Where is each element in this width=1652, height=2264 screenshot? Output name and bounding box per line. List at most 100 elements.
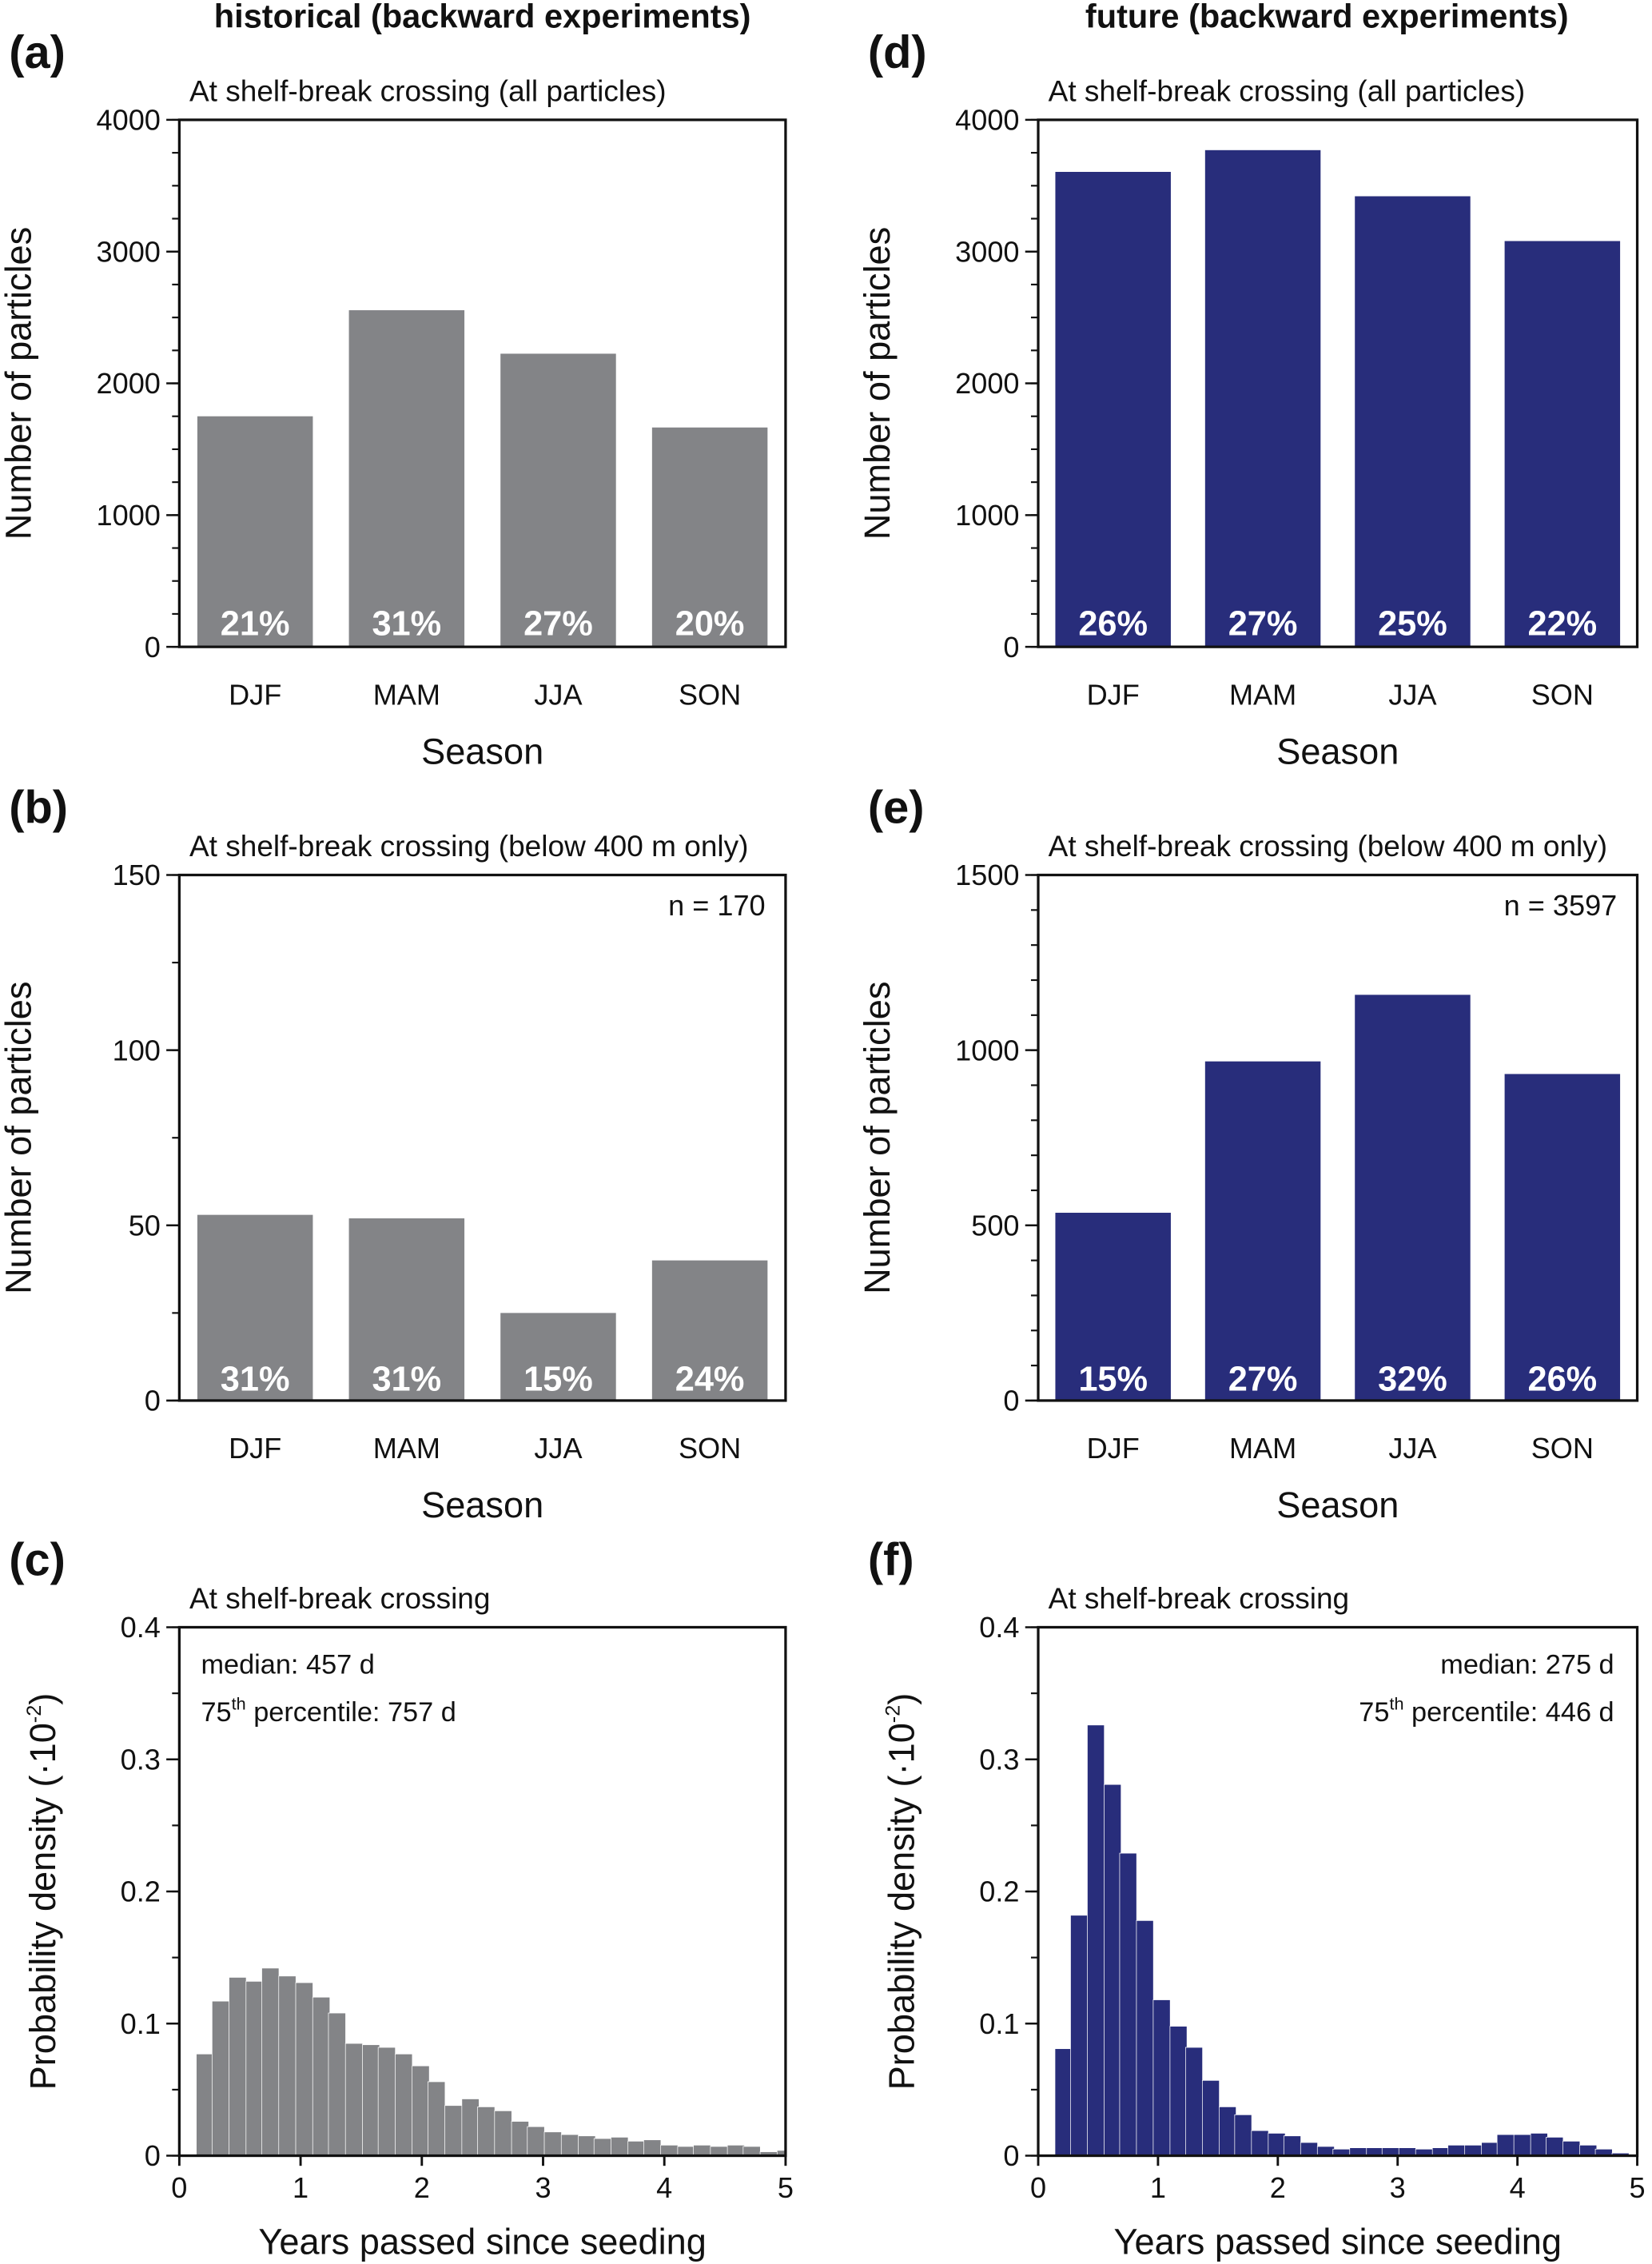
histogram-bar	[477, 2107, 496, 2156]
y-axis-label: Number of particles	[0, 982, 38, 1294]
bar-percent-label: 15%	[1078, 1360, 1148, 1398]
bar-percent-label: 15%	[523, 1360, 593, 1398]
histogram-bar	[1070, 1915, 1089, 2156]
y-tick-label: 0.4	[979, 1611, 1019, 1644]
bar-percent-label: 31%	[221, 1360, 290, 1398]
x-tick-label: 1	[1150, 2171, 1166, 2204]
histogram-bar	[1496, 2134, 1515, 2156]
histogram-bar	[1136, 1920, 1154, 2156]
y-tick-label: 1500	[955, 859, 1019, 891]
histogram-bar	[1530, 2133, 1548, 2156]
x-axis-label: Season	[1276, 1485, 1399, 1525]
bar-djf	[1055, 172, 1171, 648]
bar-mam	[348, 310, 465, 648]
y-tick-label: 0	[1003, 631, 1019, 664]
x-tick-label: SON	[679, 678, 741, 711]
bar-percent-label: 27%	[1228, 605, 1298, 644]
histogram-bar	[245, 1981, 264, 2156]
bar-percent-label: 27%	[523, 605, 593, 644]
histogram-bar	[726, 2144, 745, 2156]
histogram-bar	[627, 2141, 646, 2156]
x-axis-label: Years passed since seeding	[258, 2221, 706, 2262]
median-annotation: median: 457 d	[201, 1649, 374, 1680]
y-tick-label: 1000	[97, 499, 161, 532]
y-axis-label-text: Probability density (·10	[882, 1723, 922, 2090]
histogram-bar	[677, 2146, 695, 2156]
histogram-bar	[643, 2139, 662, 2156]
y-tick-label: 4000	[955, 104, 1019, 137]
histogram-bar	[261, 1967, 280, 2156]
histogram-bar	[196, 2053, 214, 2156]
histogram-bar	[1316, 2146, 1335, 2156]
histogram-bar	[742, 2146, 761, 2156]
panel-subtitle: At shelf-break crossing (all particles)	[1049, 74, 1526, 107]
bar-mam	[1204, 1061, 1321, 1401]
plot-frame	[177, 873, 787, 1402]
histogram-bar	[1546, 2137, 1564, 2156]
histogram-bar	[1251, 2130, 1269, 2156]
histogram-bar	[1300, 2142, 1318, 2156]
histogram-bar	[362, 2044, 380, 2156]
y-tick-label: 1000	[955, 1034, 1019, 1066]
x-tick-label: SON	[1531, 678, 1594, 711]
histogram-bar	[1283, 2135, 1301, 2156]
x-tick-label: 3	[1390, 2171, 1406, 2204]
y-tick-label: 0.1	[121, 2007, 161, 2040]
y-axis-label-text: Probability density (·10	[22, 1723, 63, 2090]
x-tick-label: 5	[778, 2171, 794, 2204]
histogram-bar	[1119, 1852, 1137, 2156]
histogram-bar	[543, 2131, 562, 2156]
histogram-bar	[1152, 1999, 1171, 2156]
histogram-bar	[560, 2134, 579, 2156]
y-tick-label: 0	[145, 1385, 161, 1417]
y-axis-label: Number of particles	[857, 227, 898, 540]
percentile-suffix: th	[232, 1693, 246, 1713]
x-tick-label: DJF	[229, 678, 281, 711]
panel-c: (c) At shelf-break crossing 0 1 2 3 4 5 Years pa…	[9, 1534, 794, 2262]
bar-jja	[500, 353, 616, 648]
median-annotation: median: 275 d	[1440, 1649, 1614, 1680]
y-tick-label: 3000	[97, 235, 161, 268]
histogram-bar	[578, 2135, 596, 2156]
x-tick-label: DJF	[1087, 678, 1140, 711]
histogram-bar	[1579, 2144, 1598, 2156]
x-tick-label: 1	[293, 2171, 309, 2204]
bar-djf	[197, 416, 313, 648]
bar-son	[651, 1260, 768, 1401]
plot-frame	[1037, 118, 1639, 648]
histogram-bar	[344, 2043, 364, 2156]
bar-jja	[500, 1313, 616, 1401]
x-tick-label: MAM	[373, 678, 440, 711]
bar-son	[1504, 241, 1621, 648]
panel-label: (b)	[9, 782, 68, 833]
histogram-bar	[444, 2105, 463, 2156]
y-tick-label: 0	[1003, 1385, 1019, 1417]
y-tick-label: 0	[145, 2139, 161, 2172]
bar-percent-label: 26%	[1078, 605, 1148, 644]
plot-frame	[1037, 873, 1639, 1402]
histogram-bar	[710, 2146, 728, 2156]
panel-subtitle: At shelf-break crossing	[189, 1581, 490, 1615]
bar-percent-label: 22%	[1527, 605, 1597, 644]
histogram-bar	[328, 2012, 346, 2156]
y-tick-label: 2000	[97, 367, 161, 400]
panel-label: (d)	[868, 27, 927, 78]
column-title-historical: historical (backward experiments)	[214, 0, 751, 34]
histogram-bar	[229, 1977, 247, 2156]
y-axis-label-exponent: -2	[23, 1705, 46, 1723]
y-tick-label: 0.1	[979, 2007, 1019, 2040]
plot-frame	[177, 1625, 787, 2158]
y-axis-label-exponent: -2	[882, 1705, 905, 1723]
x-tick-label: SON	[679, 1432, 741, 1465]
x-tick-label: 2	[1270, 2171, 1286, 2204]
y-tick-label: 3000	[955, 235, 1019, 268]
percentile-number: 75	[1359, 1697, 1389, 1728]
histogram-bar	[693, 2144, 711, 2156]
histogram-bar	[1054, 2048, 1073, 2156]
y-tick-label: 0.4	[121, 1611, 161, 1644]
panel-label: (c)	[9, 1534, 66, 1585]
plot-frame	[1037, 1625, 1639, 2158]
panel-label: (f)	[868, 1534, 914, 1585]
histogram-bar	[1202, 2079, 1220, 2156]
column-title-future: future (backward experiments)	[1085, 0, 1569, 34]
